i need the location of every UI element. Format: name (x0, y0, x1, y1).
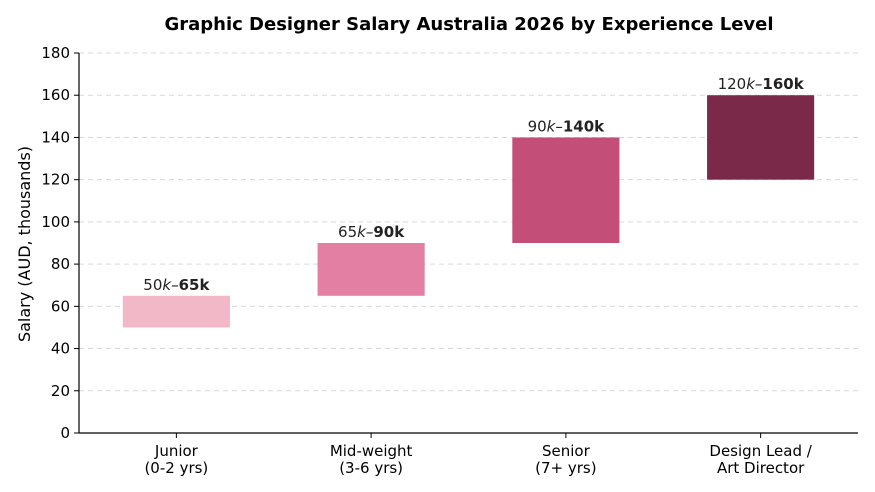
bars (122, 95, 815, 328)
range-separator: k– (746, 75, 762, 93)
range-high-value: 140k (563, 117, 605, 135)
y-tick-label: 0 (60, 424, 70, 442)
y-tick-label: 60 (51, 297, 70, 315)
range-high-value: 160k (762, 75, 804, 93)
bar-range-label: 65k–90k (338, 223, 405, 241)
x-tick-label: Junior (154, 442, 199, 460)
range-high-value: 90k (373, 223, 405, 241)
x-tick-labels: Junior(0-2 yrs) Mid-weight(3-6 yrs) Senior… (144, 442, 812, 477)
x-tick-label: (7+ yrs) (535, 459, 596, 477)
range-low-value: 50 (143, 276, 162, 294)
range-low-value: 90 (528, 117, 547, 135)
range-separator: k– (357, 223, 373, 241)
x-tick-label: Mid-weight (330, 442, 413, 460)
bar-range-label: 50k–65k (143, 276, 210, 294)
range-high-value: 65k (179, 276, 211, 294)
x-tick-label: Design Lead / (709, 442, 812, 460)
y-tick-label: 160 (41, 86, 70, 104)
range-separator: k– (547, 117, 563, 135)
range-separator: k– (162, 276, 178, 294)
x-tick-label: Senior (542, 442, 591, 460)
y-tick-labels: 0 20 40 60 80 100 120 140 160 180 (41, 44, 70, 442)
x-tick-label: (0-2 yrs) (144, 459, 208, 477)
bar-range-label: 90k–140k (528, 117, 606, 135)
y-tick-label: 180 (41, 44, 70, 62)
salary-range-bar (512, 137, 620, 243)
salary-range-bar (317, 243, 425, 296)
salary-range-bar (122, 295, 230, 328)
y-tick-label: 100 (41, 213, 70, 231)
y-tick-label: 80 (51, 255, 70, 273)
x-tick-label: Art Director (717, 459, 805, 477)
y-tick-label: 140 (41, 128, 70, 146)
chart-title: Graphic Designer Salary Australia 2026 b… (164, 14, 773, 35)
y-tick-label: 40 (51, 340, 70, 358)
y-axis-label: Salary (AUD, thousands) (15, 146, 34, 342)
salary-range-bar (707, 95, 815, 180)
bar-range-label: 120k–160k (718, 75, 805, 93)
axes (74, 52, 858, 438)
x-tick-label: (3-6 yrs) (339, 459, 403, 477)
range-low-value: 65 (338, 223, 357, 241)
y-tick-label: 20 (51, 382, 70, 400)
y-tick-label: 120 (41, 171, 70, 189)
range-low-value: 120 (718, 75, 747, 93)
